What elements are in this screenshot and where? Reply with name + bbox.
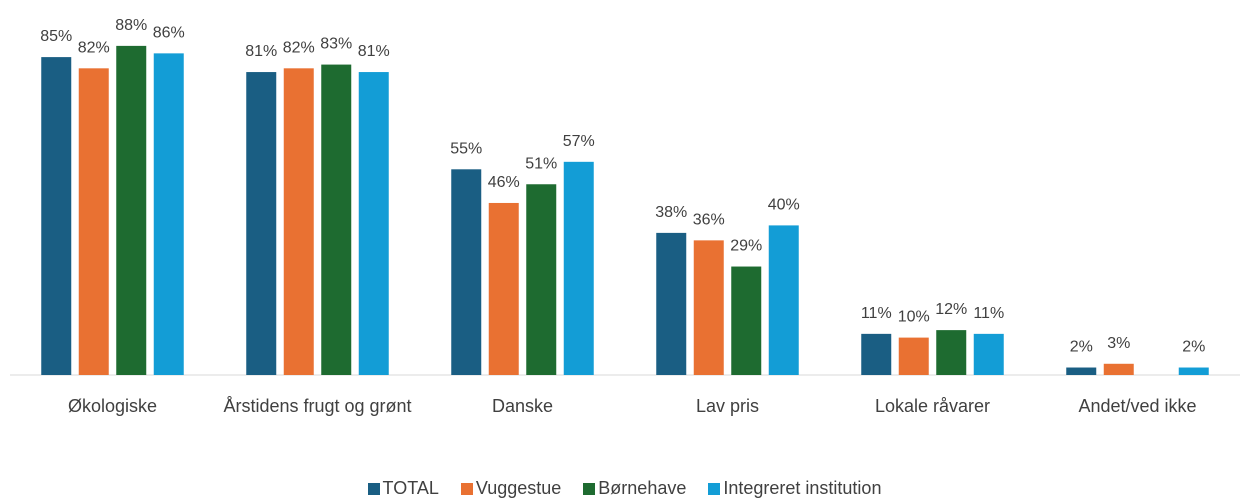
bar: [153, 53, 184, 376]
bar: [1103, 363, 1134, 375]
bar: [1066, 367, 1097, 375]
data-label: 55%: [450, 140, 482, 157]
legend-label: Integreret institution: [723, 478, 882, 498]
bar: [973, 333, 1004, 375]
data-label: 36%: [693, 211, 725, 228]
bar: [116, 45, 147, 375]
data-label: 81%: [358, 43, 390, 60]
x-tick-label: Lav pris: [695, 396, 760, 416]
legend-swatch: [583, 482, 596, 495]
bar: [488, 202, 519, 375]
x-tick-label: Årstidens frugt og grønt: [223, 396, 412, 416]
legend-item: TOTAL: [367, 478, 439, 499]
legend-label: TOTAL: [382, 478, 439, 498]
legend-item: Børnehave: [583, 478, 686, 499]
bar: [656, 232, 687, 375]
data-label: 12%: [935, 301, 967, 318]
bar: [731, 266, 762, 375]
data-label: 40%: [768, 196, 800, 213]
bar: [451, 169, 482, 375]
bar: [861, 333, 892, 375]
x-tick-label: Danske: [491, 396, 554, 416]
plot: 85% 82% 88% 86% 81% 82% 83% 81% 55% 46% 51% 57% 38% 3…: [10, 17, 1240, 376]
bar: [768, 225, 799, 375]
legend-swatch: [708, 482, 721, 495]
data-label: 3%: [1107, 335, 1130, 352]
x-tick-label: Lokale råvarer: [874, 396, 991, 416]
data-label: 2%: [1182, 339, 1205, 356]
data-label: 81%: [245, 43, 277, 60]
legend-swatch: [367, 482, 380, 495]
data-label: 82%: [78, 39, 110, 56]
x-tick-label: Økologiske: [67, 396, 158, 416]
legend-item: Integreret institution: [708, 478, 881, 499]
legend: TOTAL Vuggestue Børnehave Integreret instit…: [0, 478, 1249, 499]
bar: [283, 68, 314, 375]
data-label: 51%: [525, 155, 557, 172]
data-label: 88%: [115, 17, 147, 34]
data-label: 38%: [655, 204, 687, 221]
bar: [526, 184, 557, 375]
bar: [41, 57, 72, 375]
x-tick-label: Andet/ved ikke: [1078, 396, 1197, 416]
bar: [358, 72, 389, 375]
data-label: 2%: [1070, 339, 1093, 356]
bar: [246, 72, 277, 375]
bar: [898, 337, 929, 375]
legend-item: Vuggestue: [460, 478, 562, 499]
data-label: 85%: [40, 28, 72, 45]
data-label: 57%: [563, 133, 595, 150]
legend-swatch: [460, 482, 473, 495]
data-label: 83%: [320, 36, 352, 53]
data-label: 10%: [898, 309, 930, 326]
data-label: 29%: [730, 238, 762, 255]
data-label: 82%: [283, 39, 315, 56]
legend-label: Børnehave: [598, 478, 687, 498]
bar: [78, 68, 109, 375]
bar: [693, 240, 724, 375]
data-label: 86%: [153, 24, 185, 41]
bar: [936, 330, 967, 375]
bar: [1178, 367, 1209, 375]
bar: [563, 161, 594, 375]
data-label: 11%: [861, 305, 892, 322]
data-label: 46%: [488, 174, 520, 191]
bar: [321, 64, 352, 375]
legend-label: Vuggestue: [475, 478, 562, 498]
data-label: 11%: [973, 305, 1004, 322]
